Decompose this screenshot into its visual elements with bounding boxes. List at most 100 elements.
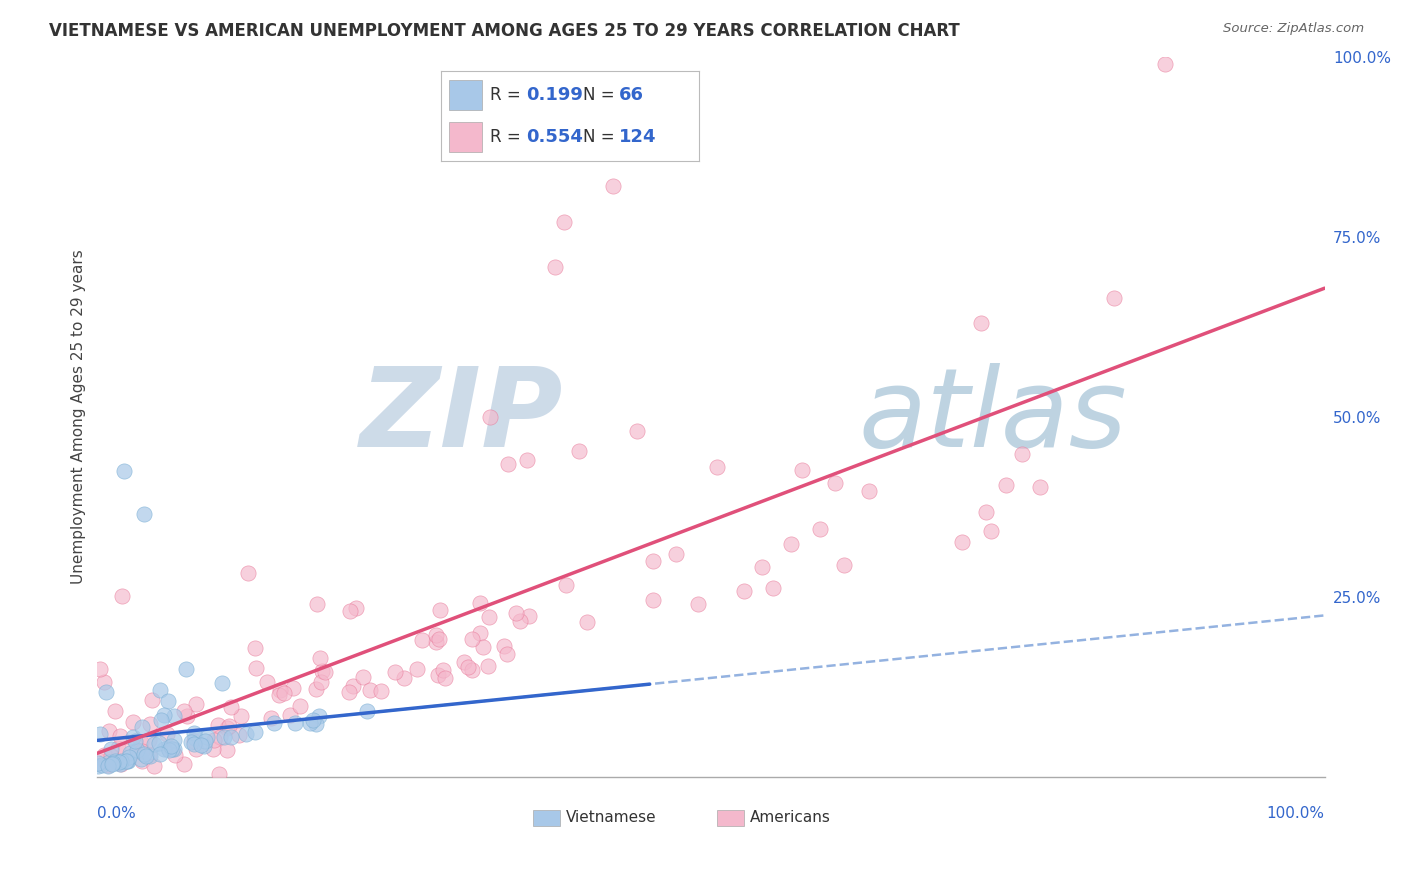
Point xyxy=(141,693,163,707)
Point xyxy=(163,742,186,756)
Point xyxy=(974,505,997,519)
Point xyxy=(218,718,240,732)
Point xyxy=(259,711,281,725)
Text: atlas: atlas xyxy=(858,363,1128,470)
Point xyxy=(117,754,139,768)
Point xyxy=(1154,57,1177,71)
Point xyxy=(153,742,176,756)
Point xyxy=(263,716,285,731)
Point xyxy=(118,750,141,764)
Point xyxy=(142,737,165,751)
Point xyxy=(215,721,238,735)
Text: Source: ZipAtlas.com: Source: ZipAtlas.com xyxy=(1223,22,1364,36)
Point xyxy=(125,742,148,756)
Point xyxy=(155,726,177,740)
Point xyxy=(211,676,233,690)
Point xyxy=(278,708,301,723)
FancyBboxPatch shape xyxy=(717,810,744,826)
Point xyxy=(131,744,153,758)
Point xyxy=(567,444,589,458)
Point xyxy=(496,457,519,471)
Point xyxy=(641,554,664,568)
Point xyxy=(370,684,392,698)
Point xyxy=(176,709,198,723)
Point xyxy=(411,632,433,647)
Point xyxy=(505,606,527,620)
Point xyxy=(544,260,567,274)
Point xyxy=(337,685,360,699)
Point xyxy=(308,709,330,723)
Point xyxy=(184,731,207,746)
Point xyxy=(269,682,291,697)
Point xyxy=(174,662,197,676)
Point xyxy=(495,647,517,661)
Point xyxy=(229,708,252,723)
Point xyxy=(478,610,501,624)
Point xyxy=(461,632,484,646)
Point xyxy=(160,739,183,753)
Point xyxy=(299,716,322,731)
Point xyxy=(157,743,180,757)
Point xyxy=(468,625,491,640)
Point xyxy=(183,734,205,748)
Point xyxy=(243,725,266,739)
Point xyxy=(219,700,242,714)
Point xyxy=(138,749,160,764)
Point xyxy=(309,674,332,689)
Point xyxy=(183,726,205,740)
Point xyxy=(288,699,311,714)
Point xyxy=(125,744,148,758)
Point xyxy=(124,734,146,748)
Point xyxy=(432,663,454,677)
Point xyxy=(163,708,186,723)
Point xyxy=(97,756,120,770)
Point xyxy=(149,713,172,727)
Point xyxy=(142,759,165,773)
Y-axis label: Unemployment Among Ages 25 to 29 years: Unemployment Among Ages 25 to 29 years xyxy=(72,250,86,584)
FancyBboxPatch shape xyxy=(533,810,560,826)
Point xyxy=(477,658,499,673)
Point xyxy=(245,661,267,675)
Point xyxy=(392,671,415,685)
Point xyxy=(780,537,803,551)
Point xyxy=(163,747,186,762)
Point xyxy=(108,757,131,772)
Point xyxy=(356,704,378,718)
Point xyxy=(950,535,973,549)
Point xyxy=(554,578,576,592)
Point xyxy=(970,316,993,330)
Point xyxy=(453,655,475,669)
Point xyxy=(202,742,225,756)
Point xyxy=(122,715,145,730)
Point xyxy=(517,609,540,624)
Point xyxy=(135,749,157,764)
Point xyxy=(100,742,122,756)
Point xyxy=(352,670,374,684)
Point xyxy=(115,754,138,768)
Point xyxy=(110,755,132,769)
Point xyxy=(576,615,599,630)
Point xyxy=(305,717,328,731)
Point xyxy=(94,685,117,699)
Point xyxy=(1029,480,1052,494)
Point xyxy=(157,741,180,756)
Point xyxy=(457,660,479,674)
Text: Americans: Americans xyxy=(751,810,831,825)
Point xyxy=(284,715,307,730)
Point xyxy=(180,734,202,748)
Point xyxy=(183,737,205,751)
Point xyxy=(311,665,333,679)
Point xyxy=(824,476,846,491)
Point xyxy=(87,759,110,773)
Point xyxy=(93,675,115,690)
Point xyxy=(307,597,329,611)
Point xyxy=(626,424,648,438)
Point xyxy=(90,757,112,772)
Point xyxy=(184,697,207,711)
Point xyxy=(93,747,115,762)
Point xyxy=(553,215,575,229)
Point xyxy=(273,685,295,699)
Text: Vietnamese: Vietnamese xyxy=(567,810,657,825)
Point xyxy=(305,681,328,696)
Point xyxy=(89,662,111,676)
